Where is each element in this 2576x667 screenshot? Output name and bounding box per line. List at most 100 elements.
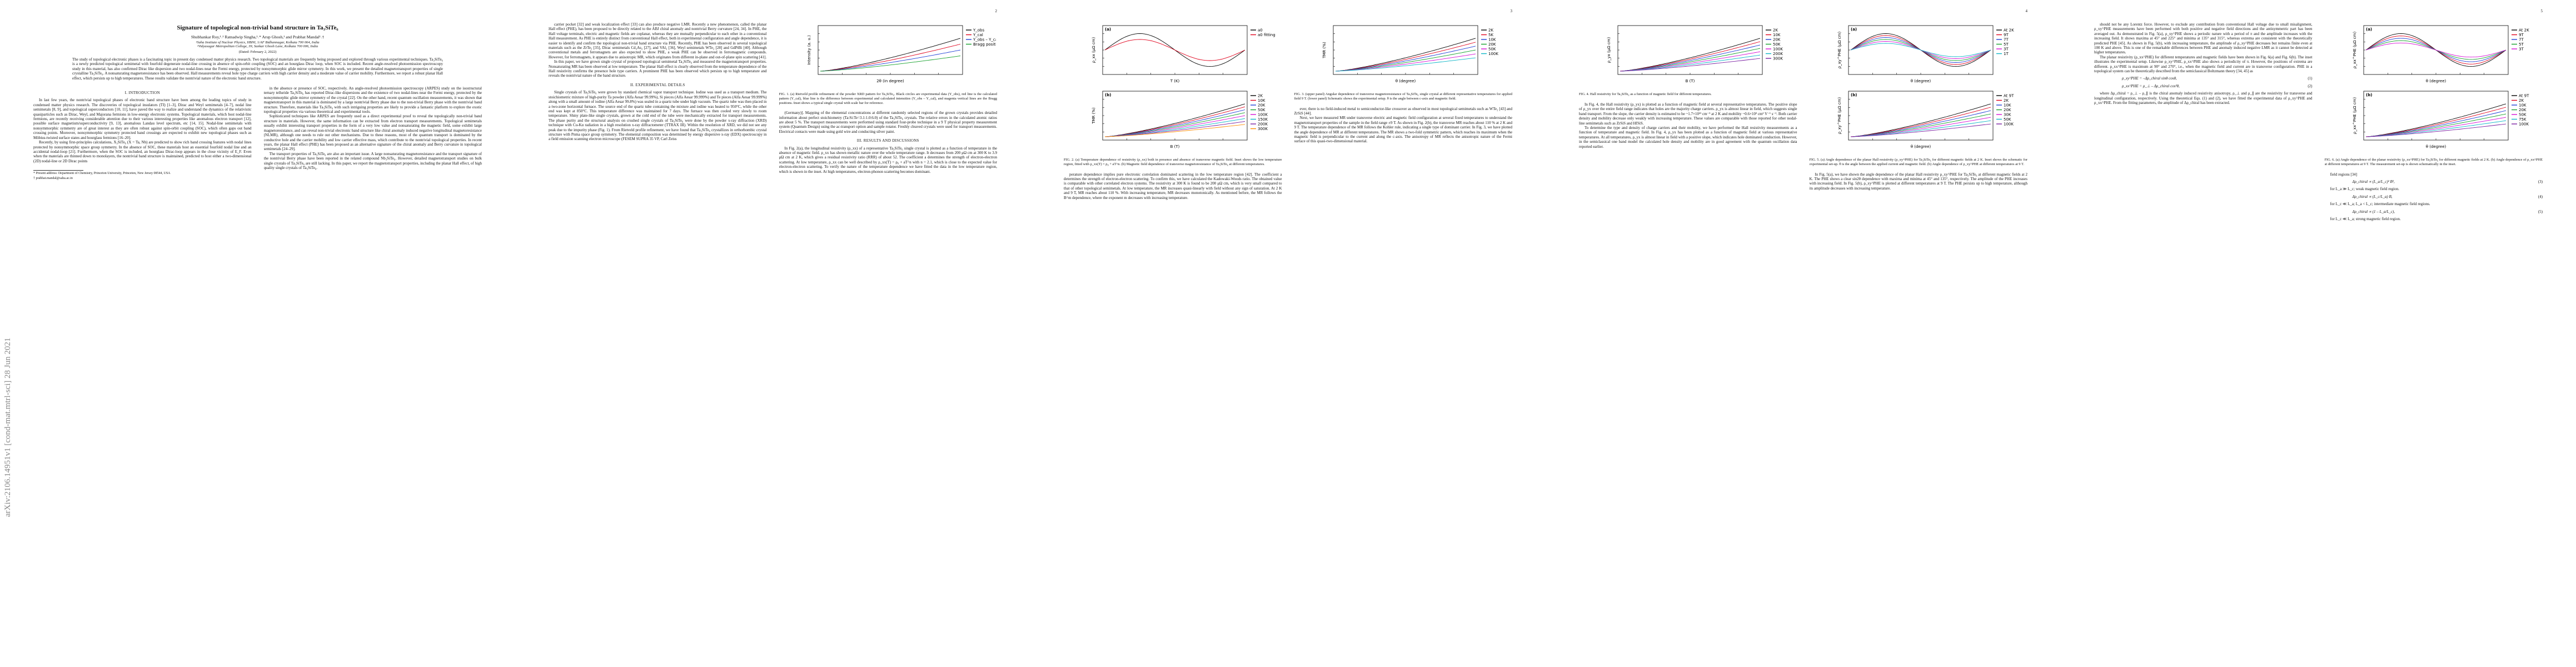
paragraph: Single crystals of Ta₃SiTe₆ were grown b… [549,90,767,142]
decorative-curve [2365,103,2506,137]
paragraph: field regions [34] [2330,172,2358,177]
figure-caption: FIG. 6. (a) Angle dependence of the plan… [2324,158,2543,166]
paragraph: ever, there is no field-induced metal to… [1294,106,1513,116]
legend-label: 20K [1488,42,1496,47]
legend-label: 20K [2519,108,2527,112]
legend-label: At 2K [2519,28,2529,33]
legend-label: 30K [2004,113,2011,117]
equation: Δρ_chiral ∝ (1 – L_a/L_c), (5) [2325,210,2543,214]
figure-caption: FIG. 3. (upper panel) Angular dependence… [1294,92,1513,101]
legend-label: 50K [1488,47,1496,52]
y-axis-label: ρ_yx (μΩ cm) [1607,37,1611,63]
decorative-curve [820,56,960,72]
y-axis-label: ρ_xx^PHE (μΩ cm) [2353,32,2357,69]
x-axis-label: θ (degree) [1395,79,1416,83]
legend-label: Y_obs [973,28,985,33]
legend-label: Y_cal [973,33,983,37]
equation-number: (5) [2538,209,2543,214]
legend-label: a0 fitting [1258,33,1275,37]
decorative-curve [820,38,960,72]
paragraph: for L_c ≪ L_a; strong magnetic field reg… [2330,217,2401,222]
decorative-curve [1104,106,1245,137]
legend-label: 10K [1488,38,1496,42]
decorative-curve [1850,110,1991,137]
decorative-curve [1620,54,1761,72]
paper-page: 5 should not be any Lorentz force. Howeve… [2061,0,2576,667]
equation: Δρ_chiral ∝ (L_c/L_a) B, (4) [2325,195,2543,199]
legend-label: 50K [1773,42,1781,47]
decorative-curve [1104,39,1245,61]
legend-label: 2K [2519,98,2524,103]
section-heading: I. INTRODUCTION [124,91,160,96]
decorative-curve [1335,57,1476,72]
equation-body: Δρ_chiral ∝ (L_a/L_c)² B², [2352,180,2395,184]
figure-caption: FIG. 4. Hall resistivity for Ta₃SiTe₆ as… [1579,92,1712,97]
legend-label: At 9T [2004,94,2014,98]
text-column: should not be any Lorentz force. However… [2094,22,2313,650]
date: (Dated: February 2, 2022) [238,50,277,54]
text-column: (a) θ (degree) ρ_xx^PHE (μΩ cm) At 2K 9T 7T 5T… [2325,22,2543,650]
legend-label: 50K [2519,113,2527,117]
decorative-curve [1850,107,1991,137]
decorative-curve [1335,49,1476,72]
plot-frame [1333,25,1478,75]
legend-label: 10K [1773,33,1781,37]
decorative-curve [1335,46,1476,72]
decorative-curve [1850,43,1991,57]
y-axis-label: ρ_xy^PHE (μΩ cm) [1837,97,1842,135]
paper-title: Signature of topological non-trivial ban… [177,24,338,31]
equation-body: ρ_xy^PHE = –Δρ_chiral sinθ cosθ, [2122,76,2177,81]
decorative-curve [1620,44,1761,72]
decorative-curve [1104,121,1245,137]
decorative-curve [1335,53,1476,72]
legend-label: 200K [1773,52,1783,56]
paragraph: The transport properties of Ta₃SiTe₆ are… [263,151,482,170]
decorative-curve [1850,113,1991,137]
equation-number: (4) [2538,194,2543,199]
paragraph: should not be any Lorentz force. However… [2094,22,2313,55]
paragraph: carrier pocket [32] and weak localizatio… [549,22,767,59]
decorative-curve [1620,51,1761,72]
x-axis-label: θ (degree) [1910,79,1931,83]
decorative-curve [1850,117,1991,137]
figure-caption: FIG. 1. (a) Rietveld profile refinement … [779,92,998,105]
legend-label: At 9T [2519,94,2529,98]
decorative-curve [1104,109,1245,137]
text-column: (a) θ (degree) ρ_xy^PHE (μΩ cm) At 2K 9T 7T 5T… [1809,22,2028,650]
figure: 2θ (in degree) Intensity (a. u.) Y_obsY_ca… [807,25,997,83]
panel-label: (a) [2366,27,2372,32]
legend-label: 5T [2519,42,2524,47]
plot-frame [2363,91,2508,141]
legend-label: At 2K [2004,28,2014,33]
decorative-curve [820,49,960,72]
columns: carrier pocket [32] and weak localizatio… [549,22,997,650]
plot-frame [1617,25,1763,75]
panel-label: (a) [1105,27,1111,32]
legend-label: a0 [1258,28,1263,33]
legend-label: 2K [1773,28,1778,33]
panel-label: (a) [1851,27,1857,32]
paper-page: 2 carrier pocket [32] and weak localizati… [515,0,1030,667]
legend-label: 5K [1488,33,1493,37]
paragraph: In Fig. 5(a), we have shown the angle de… [1809,172,2028,191]
text-column: B (T) ρ_yx (μΩ cm) 2K 10K 20K 50K 100K 200K 300K… [1579,22,1797,650]
text-column: carrier pocket [32] and weak localizatio… [549,22,767,650]
paper-page: Signature of topological non-trivial ban… [0,0,515,667]
text-column: 2θ (in degree) Intensity (a. u.) Y_obs Y_ca… [779,22,998,650]
legend-label: Bragg position [973,42,996,47]
x-axis-label: T (K) [1170,79,1180,83]
legend-label: 200K [1258,122,1268,127]
legend-label: 10K [2519,103,2527,108]
x-axis-label: θ (degree) [1910,145,1931,149]
paragraph: To determine the type and density of cha… [1579,126,1797,149]
legend-label: 50K [2004,117,2011,122]
decorative-curve [1104,118,1245,137]
legend-label: 5T [2004,42,2009,47]
legend-label: 100K [1773,47,1783,52]
panel-label: (b) [2366,93,2372,97]
decorative-curve [1104,103,1245,137]
paragraph: where Δρ_chiral = ρ_⊥ – ρ_∥ is the chira… [2094,91,2313,106]
decorative-curve [2365,107,2506,137]
legend-label: 10K [2004,103,2011,108]
